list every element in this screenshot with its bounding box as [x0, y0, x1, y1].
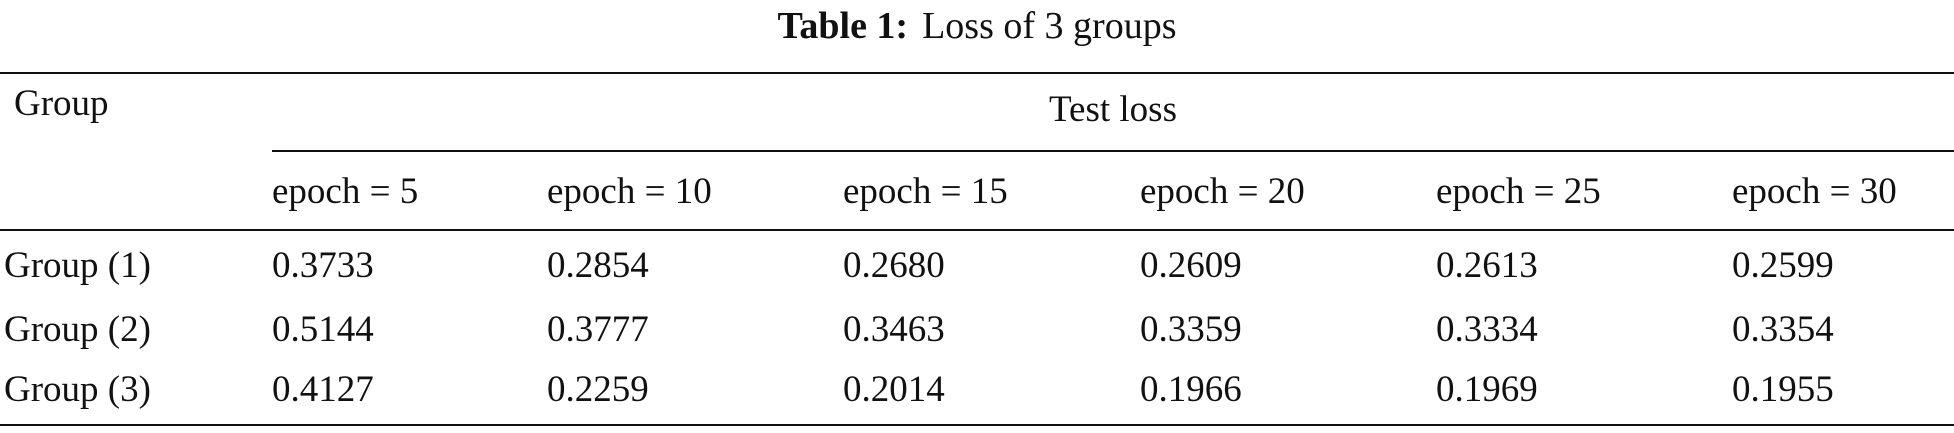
row-2-epoch-5: 0.5144	[272, 309, 374, 350]
row-1-label: Group (1)	[4, 245, 151, 286]
caption-label: Table 1:	[777, 5, 909, 47]
header-rule	[0, 229, 1954, 231]
col-header-epoch-25: epoch = 25	[1436, 171, 1601, 212]
col-header-epoch-30: epoch = 30	[1732, 171, 1897, 212]
row-3-epoch-30: 0.1955	[1732, 369, 1834, 410]
row-3-label: Group (3)	[4, 369, 151, 410]
row-1-epoch-10: 0.2854	[547, 245, 649, 286]
test-loss-header: Test loss	[1049, 89, 1177, 130]
row-2-label: Group (2)	[4, 309, 151, 350]
col-header-epoch-15: epoch = 15	[843, 171, 1008, 212]
row-2-epoch-25: 0.3334	[1436, 309, 1538, 350]
top-rule	[0, 72, 1954, 74]
row-3-epoch-15: 0.2014	[843, 369, 945, 410]
col-header-epoch-10: epoch = 10	[547, 171, 712, 212]
col-header-epoch-5: epoch = 5	[272, 171, 419, 212]
row-3-epoch-10: 0.2259	[547, 369, 649, 410]
row-header-label: Group	[14, 83, 109, 124]
row-1-epoch-20: 0.2609	[1140, 245, 1242, 286]
row-3-epoch-20: 0.1966	[1140, 369, 1242, 410]
row-2-epoch-10: 0.3777	[547, 309, 649, 350]
row-3-epoch-25: 0.1969	[1436, 369, 1538, 410]
row-3-epoch-5: 0.4127	[272, 369, 374, 410]
row-1-epoch-5: 0.3733	[272, 245, 374, 286]
row-2-epoch-15: 0.3463	[843, 309, 945, 350]
caption-text: Loss of 3 groups	[922, 5, 1177, 47]
bottom-rule	[0, 424, 1954, 426]
row-1-epoch-15: 0.2680	[843, 245, 945, 286]
test-loss-rule	[272, 150, 1954, 152]
table-caption: Table 1: Loss of 3 groups	[0, 0, 1954, 58]
row-2-epoch-20: 0.3359	[1140, 309, 1242, 350]
row-1-epoch-25: 0.2613	[1436, 245, 1538, 286]
col-header-epoch-20: epoch = 20	[1140, 171, 1305, 212]
row-2-epoch-30: 0.3354	[1732, 309, 1834, 350]
row-1-epoch-30: 0.2599	[1732, 245, 1834, 286]
